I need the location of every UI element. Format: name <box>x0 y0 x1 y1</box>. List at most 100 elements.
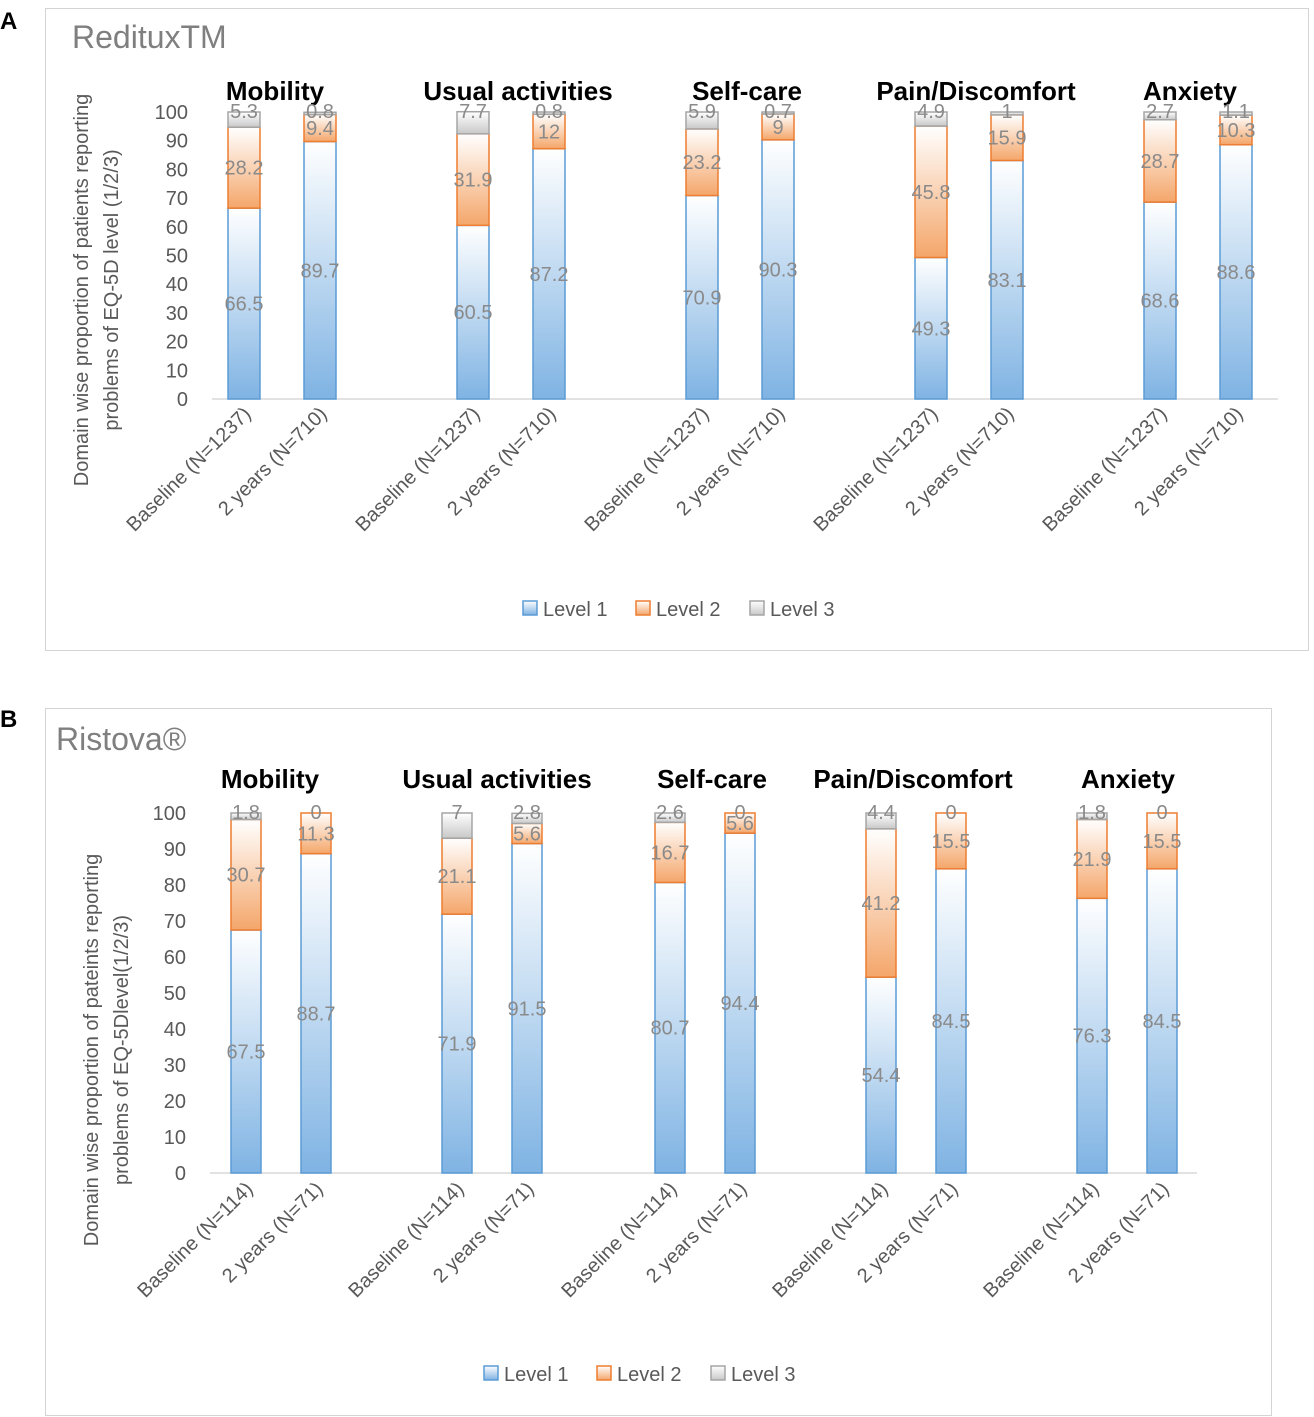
domain-title: Anxiety <box>1143 76 1237 106</box>
bar-level-1 <box>685 194 719 400</box>
y-axis-label: Domain wise proportion of pateints repor… <box>81 854 103 1246</box>
bar-level-1 <box>230 929 262 1174</box>
bar-level-3 <box>865 812 897 830</box>
legend-label: Level 3 <box>731 1364 796 1386</box>
bar-level-2 <box>230 818 262 931</box>
category-label: Baseline (N=114) <box>979 1178 1103 1302</box>
chart-a-svg: 0 10 20 30 40 50 60 70 80 90 100 Domain wise propor… <box>71 76 1278 621</box>
data-label: 67.5 <box>227 1042 266 1064</box>
bar-level-1 <box>441 913 473 1174</box>
domain-title: Self-care <box>657 764 767 794</box>
data-label: 7.7 <box>459 101 487 123</box>
data-label: 28.2 <box>225 158 264 180</box>
data-label: 15.9 <box>988 128 1027 150</box>
data-label: 11.3 <box>297 823 334 845</box>
data-label: 45.8 <box>912 182 951 204</box>
y-tick-label: 100 <box>155 102 188 124</box>
domain-title: Mobility <box>221 764 320 794</box>
data-label: 84.5 <box>1143 1011 1182 1033</box>
data-label: 10.3 <box>1217 120 1256 142</box>
data-label: 66.5 <box>225 294 264 316</box>
bar-level-1 <box>990 159 1024 400</box>
domain-title: Usual activities <box>423 76 612 106</box>
data-label: 84.5 <box>932 1011 971 1033</box>
data-label: 90.3 <box>759 259 798 281</box>
data-label: 15.5 <box>932 831 971 853</box>
bar-level-2 <box>724 812 756 834</box>
data-label: 5.6 <box>726 813 754 835</box>
data-label: 5.9 <box>688 101 716 123</box>
bar-level-2 <box>865 828 897 978</box>
legend-swatch-level-2 <box>635 600 651 616</box>
bar-level-2 <box>227 126 261 209</box>
bar-level-3 <box>1219 111 1253 116</box>
legend-label: Level 1 <box>504 1364 569 1386</box>
legend-label: Level 2 <box>617 1364 682 1386</box>
data-label: 5.3 <box>230 101 258 123</box>
bar-level-3 <box>1076 812 1108 821</box>
bar-level-2 <box>1219 114 1253 146</box>
y-tick-label: 40 <box>166 274 188 296</box>
data-label: 68.6 <box>1141 291 1180 313</box>
data-label: 1.1 <box>1222 101 1250 123</box>
data-label: 91.5 <box>508 998 547 1020</box>
legend-label: Level 1 <box>543 599 608 621</box>
y-tick-label: 60 <box>166 217 188 239</box>
data-label: 23.2 <box>683 152 722 174</box>
y-tick-label: 80 <box>166 159 188 181</box>
bar-level-1 <box>865 976 897 1174</box>
y-tick-label: 0 <box>175 1163 186 1185</box>
data-label: 88.6 <box>1217 262 1256 284</box>
y-axis-label: Domain wise proportion of patients repor… <box>71 94 93 486</box>
bar-level-3 <box>761 111 795 115</box>
data-label: 94.4 <box>721 993 760 1015</box>
y-tick-label: 90 <box>164 839 186 861</box>
y-tick-label: 90 <box>166 131 188 153</box>
legend-swatch-level-2 <box>596 1365 612 1381</box>
domain-title: Anxiety <box>1081 764 1175 794</box>
bar-level-3 <box>990 111 1024 116</box>
y-tick-label: 30 <box>166 303 188 325</box>
bar-level-3 <box>230 812 262 821</box>
data-label: 1.8 <box>1078 802 1106 824</box>
data-label: 1.8 <box>232 802 260 824</box>
y-tick-label: 50 <box>166 246 188 268</box>
bar-level-3 <box>227 111 261 128</box>
domain-title: Mobility <box>226 76 325 106</box>
bar-level-3 <box>914 111 948 127</box>
bar-level-3 <box>441 812 473 839</box>
bar-level-2 <box>441 837 473 915</box>
data-label: 60.5 <box>454 302 493 324</box>
data-label: 9.4 <box>306 118 334 140</box>
y-tick-label: 80 <box>164 875 186 897</box>
data-label: 2.7 <box>1146 101 1174 123</box>
bar-level-1 <box>303 140 337 400</box>
bar-level-2 <box>1146 812 1178 870</box>
data-label: 41.2 <box>862 893 901 915</box>
bar-level-1 <box>532 147 566 400</box>
data-label: 9 <box>772 117 783 139</box>
category-label: Baseline (N=114) <box>344 1178 468 1302</box>
data-label: 12 <box>538 122 560 144</box>
data-label: 70.9 <box>683 287 722 309</box>
data-label: 0 <box>310 802 321 824</box>
bar-level-1 <box>511 842 543 1174</box>
legend-label: Level 2 <box>656 599 721 621</box>
bar-level-2 <box>456 133 490 227</box>
bar-level-1 <box>914 256 948 400</box>
data-label: 28.7 <box>1141 151 1180 173</box>
y-tick-label: 100 <box>153 803 186 825</box>
bar-level-1 <box>935 868 967 1174</box>
bar-level-3 <box>1143 111 1177 121</box>
bar-level-1 <box>456 224 490 400</box>
bar-level-2 <box>532 113 566 150</box>
data-label: 21.9 <box>1073 849 1112 871</box>
y-tick-label: 70 <box>164 911 186 933</box>
domain-title: Self-care <box>692 76 802 106</box>
bar-level-3 <box>303 111 337 116</box>
bar-level-1 <box>1146 868 1178 1174</box>
bar-level-3 <box>511 812 543 825</box>
legend-swatch-level-3 <box>710 1365 726 1381</box>
data-label: 0.7 <box>764 101 792 123</box>
bar-level-3 <box>456 110 490 135</box>
